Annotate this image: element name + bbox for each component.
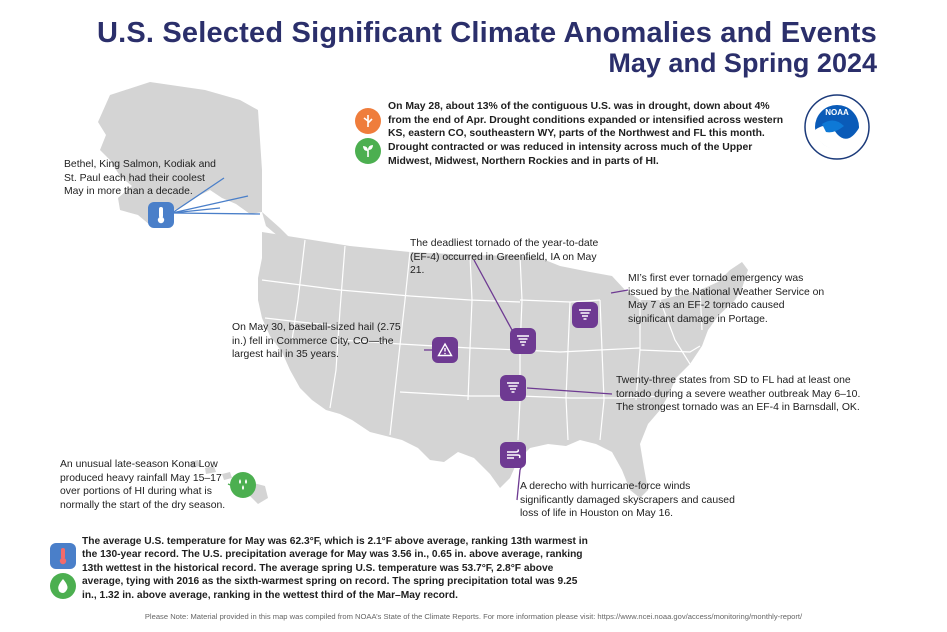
michigan-note: MI’s first ever tornado emergency was is…	[628, 273, 825, 326]
hawaii-note: An unusual late-season Kona Low produced…	[60, 459, 226, 512]
thermometer-icon	[50, 543, 76, 569]
tornado-icon	[500, 375, 526, 401]
raindrops-icon	[230, 472, 256, 498]
warning-triangle-icon	[432, 337, 458, 363]
drought-cracked-earth-icon	[355, 108, 381, 134]
noaa-logo: NOAA	[804, 94, 870, 160]
drought-note: On May 28, about 13% of the contiguous U…	[388, 101, 784, 167]
noaa-logo-text: NOAA	[825, 108, 849, 117]
tornado-icon	[510, 328, 536, 354]
tornado-icon	[572, 302, 598, 328]
footer-note: Please Note: Material provided in this m…	[144, 612, 803, 621]
alaska-shape	[98, 82, 262, 225]
alaska-note: Bethel, King Salmon, Kodiak and St. Paul…	[64, 159, 216, 198]
water-drop-icon	[50, 573, 76, 599]
summary-note: The average U.S. temperature for May was…	[82, 536, 588, 601]
thermometer-cold-icon	[148, 202, 174, 228]
title-line-1: U.S. Selected Significant Climate Anomal…	[96, 17, 877, 49]
outbreak-note: Twenty-three states from SD to FL had at…	[616, 375, 861, 414]
greenfield-note: The deadliest tornado of the year-to-dat…	[410, 238, 599, 277]
title-line-2: May and Spring 2024	[608, 48, 877, 79]
contiguous-us-shape	[258, 232, 748, 498]
derecho-note: A derecho with hurricane-force winds sig…	[520, 481, 735, 520]
hail-note: On May 30, baseball-sized hail (2.75 in.…	[232, 322, 401, 361]
wind-icon	[500, 442, 526, 468]
plant-sprout-icon	[355, 138, 381, 164]
page-title: U.S. Selected Significant Climate Anomal…	[96, 17, 877, 79]
